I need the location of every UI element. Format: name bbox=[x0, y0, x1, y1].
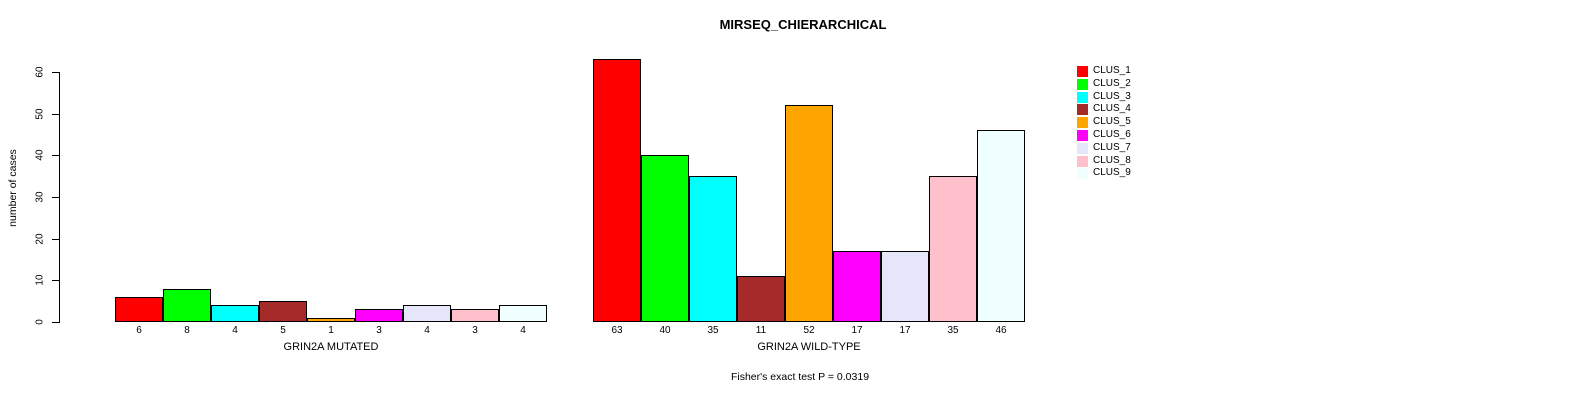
y-axis-tick-label: 40 bbox=[34, 149, 46, 161]
bar-clus_6 bbox=[833, 251, 881, 322]
bar-clus_8 bbox=[929, 176, 977, 322]
bar-clus_9 bbox=[977, 130, 1025, 322]
legend-label-clus_2: CLUS_2 bbox=[1093, 77, 1131, 89]
y-axis-label: number of cases bbox=[7, 149, 19, 227]
legend-swatch-clus_2 bbox=[1077, 78, 1088, 90]
legend-swatch-clus_9 bbox=[1077, 168, 1088, 180]
x-axis-group-label: GRIN2A WILD-TYPE bbox=[757, 341, 861, 353]
bar-value-label: 3 bbox=[376, 325, 382, 336]
legend-label-clus_9: CLUS_9 bbox=[1093, 167, 1131, 179]
bar-clus_1 bbox=[593, 59, 641, 322]
bar-clus_7 bbox=[403, 305, 451, 322]
bar-clus_3 bbox=[211, 305, 259, 322]
bar-value-label: 6 bbox=[136, 325, 142, 336]
bar-value-label: 1 bbox=[328, 325, 334, 336]
bar-value-label: 35 bbox=[707, 325, 719, 336]
bar-value-label: 40 bbox=[659, 325, 671, 336]
bar-clus_1 bbox=[115, 297, 163, 322]
bar-clus_5 bbox=[785, 105, 833, 322]
bar-value-label: 63 bbox=[611, 325, 623, 336]
x-axis-group-label: GRIN2A MUTATED bbox=[283, 341, 379, 353]
bar-clus_2 bbox=[641, 155, 689, 322]
chart-title: MIRSEQ_CHIERARCHICAL bbox=[719, 17, 887, 32]
legend-swatch-clus_6 bbox=[1077, 130, 1088, 141]
bar-value-label: 17 bbox=[851, 325, 863, 336]
bar-value-label: 11 bbox=[755, 325, 767, 336]
bar-value-label: 5 bbox=[280, 325, 286, 336]
bar-value-label: 8 bbox=[184, 325, 190, 336]
y-axis-tick bbox=[52, 197, 59, 198]
bar-clus_5 bbox=[307, 318, 355, 322]
bar-clus_9 bbox=[499, 305, 547, 322]
bar-clus_6 bbox=[355, 309, 403, 322]
y-axis-tick-label: 0 bbox=[34, 319, 46, 325]
legend-label-clus_1: CLUS_1 bbox=[1093, 65, 1131, 76]
y-axis-tick-label: 20 bbox=[34, 233, 46, 245]
bar-clus_8 bbox=[451, 309, 499, 322]
y-axis-tick-label: 50 bbox=[34, 108, 46, 120]
fisher-test-annotation: Fisher's exact test P = 0.0319 bbox=[730, 371, 870, 383]
bar-value-label: 4 bbox=[424, 325, 430, 336]
bar-value-label: 52 bbox=[803, 325, 815, 336]
legend-label-clus_4: CLUS_4 bbox=[1093, 103, 1131, 115]
y-axis-tick bbox=[52, 155, 59, 157]
y-axis-tick bbox=[52, 322, 59, 323]
bar-value-label: 17 bbox=[899, 325, 911, 336]
legend-label-clus_5: CLUS_5 bbox=[1093, 116, 1131, 128]
bar-clus_4 bbox=[259, 301, 307, 322]
bar-value-label: 3 bbox=[472, 325, 478, 336]
bar-value-label: 4 bbox=[232, 325, 238, 336]
y-axis-tick bbox=[52, 280, 59, 282]
bar-clus_3 bbox=[689, 176, 737, 322]
y-axis-tick bbox=[52, 72, 59, 73]
y-axis-line bbox=[59, 72, 60, 323]
y-axis-tick bbox=[52, 238, 59, 240]
legend-swatch-clus_4 bbox=[1077, 104, 1088, 116]
legend-label-clus_7: CLUS_7 bbox=[1093, 141, 1131, 153]
legend-swatch-clus_3 bbox=[1077, 91, 1088, 103]
bar-value-label: 4 bbox=[520, 325, 526, 336]
bar-clus_4 bbox=[737, 276, 785, 322]
y-axis-tick bbox=[52, 113, 59, 115]
legend-swatch-clus_8 bbox=[1077, 155, 1088, 167]
bar-clus_2 bbox=[163, 289, 211, 322]
bar-value-label: 46 bbox=[995, 325, 1007, 336]
legend-label-clus_6: CLUS_6 bbox=[1093, 129, 1131, 140]
legend-swatch-clus_5 bbox=[1077, 117, 1088, 129]
legend-label-clus_3: CLUS_3 bbox=[1093, 90, 1131, 102]
legend-swatch-clus_7 bbox=[1077, 142, 1088, 154]
y-axis-tick-label: 60 bbox=[34, 66, 46, 78]
bar-clus_7 bbox=[881, 251, 929, 322]
legend-label-clus_8: CLUS_8 bbox=[1093, 154, 1131, 166]
y-axis-tick-label: 10 bbox=[34, 274, 46, 286]
legend-swatch-clus_1 bbox=[1077, 66, 1088, 77]
bar-value-label: 35 bbox=[947, 325, 959, 336]
y-axis-tick-label: 30 bbox=[34, 191, 46, 203]
